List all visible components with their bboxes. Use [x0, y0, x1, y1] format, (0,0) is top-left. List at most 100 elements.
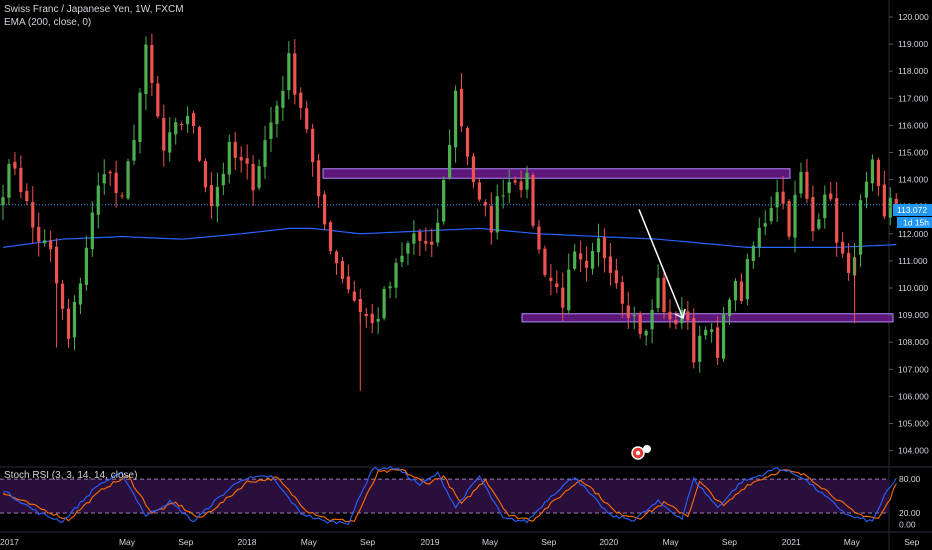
candle-body	[841, 241, 845, 254]
candle-body	[191, 113, 196, 126]
candle-body	[620, 282, 624, 304]
candle-body	[674, 319, 678, 325]
annotation-layer	[638, 209, 686, 320]
candle-body	[388, 286, 392, 289]
candle-layer[interactable]	[1, 33, 898, 391]
time-tick-label: May	[482, 537, 499, 547]
countdown-tag-bg	[897, 217, 932, 228]
time-tick-label: May	[301, 537, 318, 547]
candle-body	[876, 159, 880, 187]
candle-body	[239, 156, 243, 161]
candle-body	[465, 127, 470, 157]
candle-body	[561, 287, 565, 308]
candle-body	[120, 195, 124, 197]
candle-body	[644, 330, 648, 336]
price-tick-label: 111.000	[898, 256, 928, 266]
candle-body	[555, 283, 559, 288]
candle-body	[352, 291, 356, 301]
candle-body	[299, 92, 303, 108]
candle-body	[436, 222, 440, 243]
candle-body	[209, 185, 214, 207]
candle-body	[364, 313, 368, 317]
candle-body	[567, 269, 571, 311]
candle-body	[894, 198, 898, 205]
candle-body	[656, 278, 660, 308]
candle-body	[221, 173, 225, 186]
candle-body	[626, 305, 630, 318]
candle-body	[858, 200, 863, 255]
candle-body	[186, 115, 190, 125]
candle-body	[197, 126, 202, 161]
candle-body	[60, 283, 65, 309]
price-tick-label: 105.000	[898, 419, 929, 429]
candle-body	[799, 171, 803, 194]
time-tick-label: 2017	[0, 537, 19, 547]
zone-support	[521, 313, 894, 323]
time-tick-label: 2018	[238, 537, 257, 547]
candle-body	[448, 145, 452, 178]
stoch-rsi-legend: Stoch RSI (3, 3, 14, 14, close)	[4, 470, 138, 481]
candle-body	[13, 161, 17, 169]
event-marker[interactable]	[631, 445, 651, 460]
candle-body	[287, 53, 291, 91]
candle-body	[66, 308, 71, 339]
candle-body	[269, 122, 273, 139]
candle-body	[382, 288, 386, 319]
candle-body	[483, 201, 487, 206]
candle-body	[215, 186, 219, 207]
time-tick-label: Sep	[360, 537, 375, 547]
projection-arrow-head	[674, 308, 686, 320]
stoch-k-line	[2, 466, 897, 525]
candle-body	[537, 226, 541, 250]
time-tick-label: May	[844, 537, 861, 547]
candle-body	[519, 181, 523, 190]
candle-body	[525, 172, 529, 190]
stoch-d-line	[2, 468, 897, 523]
candle-body	[174, 122, 178, 135]
price-tag-layer: 113.072 1d 15h	[893, 204, 932, 228]
candle-body	[489, 205, 493, 233]
candle-body	[322, 194, 327, 225]
candle-body	[531, 174, 535, 226]
candle-body	[162, 117, 166, 151]
candle-body	[543, 248, 547, 275]
candle-body	[144, 44, 148, 94]
price-tick-label: 119.000	[898, 39, 928, 49]
candle-body	[346, 276, 350, 290]
candle-body	[716, 327, 720, 358]
candle-body	[317, 160, 321, 197]
candle-body	[596, 238, 601, 253]
candle-body	[49, 240, 53, 250]
candle-body	[203, 161, 208, 188]
candle-body	[638, 313, 642, 334]
stoch-rsi-panel[interactable]	[0, 466, 897, 525]
candle-body	[412, 233, 416, 244]
candle-body	[138, 92, 142, 143]
projection-arrow-line	[638, 209, 684, 319]
candle-body	[233, 141, 237, 158]
candle-body	[507, 181, 511, 193]
stoch-tick-label: 20.00	[899, 508, 921, 518]
candle-body	[733, 280, 738, 301]
candle-body	[763, 223, 767, 227]
stoch-tick-label: 80.00	[899, 474, 921, 484]
candle-body	[245, 158, 249, 164]
ema-200-line	[2, 227, 897, 248]
price-tick-label: 116.000	[898, 120, 928, 130]
candle-body	[471, 156, 476, 183]
candle-body	[549, 277, 553, 281]
candle-body	[888, 197, 892, 218]
candle-body	[328, 222, 333, 251]
candle-body	[847, 252, 851, 273]
price-tick-label: 110.000	[898, 283, 928, 293]
candle-body	[501, 195, 505, 197]
candle-body	[400, 255, 404, 263]
candle-body	[745, 258, 749, 300]
price-tick-label: 112.000	[898, 229, 928, 239]
time-tick-label: 2019	[421, 537, 440, 547]
candle-body	[311, 128, 315, 163]
time-tick-label: Sep	[722, 537, 737, 547]
candle-body	[114, 172, 118, 194]
candle-body	[394, 262, 398, 288]
